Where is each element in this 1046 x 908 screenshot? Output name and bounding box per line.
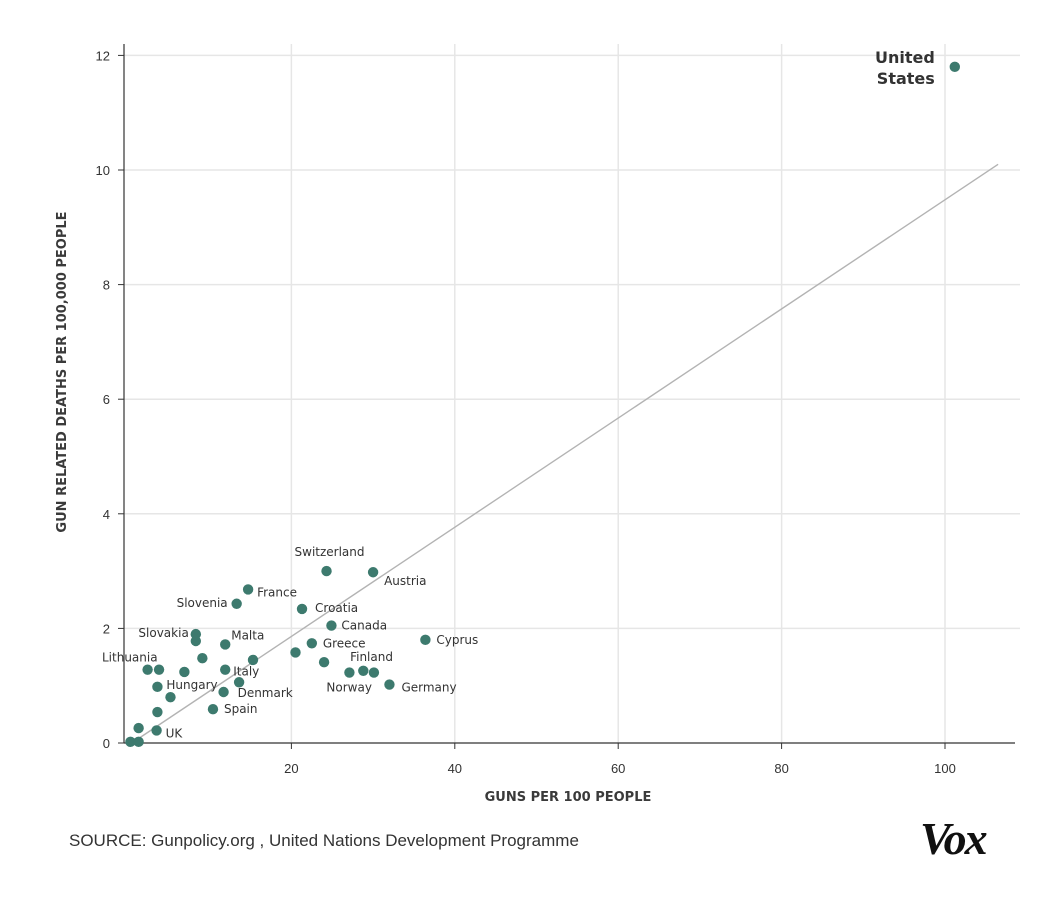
- point: [152, 706, 163, 718]
- y-tick-label: 0: [103, 736, 110, 751]
- label-lithuania: Lithuania: [102, 651, 158, 665]
- point-labels: United States Switzerland Austria France Slov…: [102, 48, 935, 741]
- label-malta: Malta: [231, 628, 264, 642]
- point: [179, 666, 190, 678]
- point-uk: [151, 725, 162, 736]
- label-germany: Germany: [401, 681, 456, 695]
- label-switzerland: Switzerland: [295, 545, 365, 559]
- point-norway: [344, 667, 355, 678]
- x-tick-label: 40: [448, 761, 462, 776]
- label-united-states-line: United: [875, 48, 935, 67]
- point-united-states: [949, 61, 961, 73]
- label-greece: Greece: [323, 636, 366, 650]
- label-italy: Italy: [233, 665, 259, 679]
- label-france: France: [257, 585, 297, 599]
- point: [358, 665, 369, 677]
- point-hungary: [152, 681, 163, 693]
- y-tick-label: 10: [96, 163, 110, 178]
- point: [153, 664, 165, 675]
- point: [133, 736, 144, 748]
- label-denmark: Denmark: [238, 686, 293, 700]
- point-austria: [367, 567, 379, 578]
- data-points: [125, 61, 961, 748]
- trendline-group: [135, 163, 999, 741]
- point: [165, 691, 176, 703]
- point-finland: [318, 657, 330, 668]
- label-slovakia: Slovakia: [138, 626, 188, 640]
- point: [190, 635, 202, 647]
- point-malta: [220, 639, 231, 650]
- point: [133, 722, 144, 734]
- source-note: SOURCE: Gunpolicy.org , United Nations D…: [69, 831, 579, 850]
- trendline: [135, 163, 999, 741]
- x-tick-label: 60: [611, 761, 625, 776]
- y-tick-label: 4: [103, 507, 110, 522]
- point: [247, 654, 259, 666]
- vox-logo: Vox: [920, 813, 988, 864]
- label-slovenia: Slovenia: [177, 596, 228, 610]
- label-croatia: Croatia: [315, 601, 358, 615]
- point-lithuania: [142, 664, 153, 675]
- y-tick-label: 2: [103, 621, 110, 636]
- point-canada: [326, 620, 337, 631]
- point-slovenia: [231, 598, 242, 609]
- label-cyprus: Cyprus: [436, 633, 478, 647]
- point-greece: [306, 638, 318, 649]
- point: [368, 667, 380, 678]
- point: [233, 677, 245, 688]
- point: [197, 652, 208, 664]
- label-hungary: Hungary: [166, 678, 217, 692]
- x-tick-label: 80: [774, 761, 788, 776]
- label-norway: Norway: [326, 681, 372, 695]
- label-austria: Austria: [384, 574, 426, 588]
- point-denmark: [218, 686, 229, 698]
- point-spain: [207, 703, 219, 715]
- x-tick-label: 20: [284, 761, 298, 776]
- point: [290, 647, 301, 658]
- label-united-states-line: States: [877, 69, 935, 88]
- axes: 0 2 4 6 8 10 12 20 40 60 80 100: [96, 44, 1015, 776]
- point-croatia: [296, 603, 308, 615]
- point-italy: [220, 664, 231, 675]
- point-switzerland: [321, 565, 332, 577]
- y-tick-label: 8: [103, 278, 110, 293]
- label-united-states: United States: [875, 48, 935, 88]
- label-uk: UK: [166, 726, 184, 740]
- y-axis-title: GUN RELATED DEATHS PER 100,000 PEOPLE: [55, 211, 70, 532]
- label-finland: Finland: [350, 650, 393, 664]
- grid: [124, 44, 1020, 743]
- y-tick-label: 6: [103, 392, 110, 407]
- point-cyprus: [420, 634, 431, 646]
- point: [125, 736, 136, 748]
- label-canada: Canada: [341, 619, 387, 633]
- y-tick-label: 12: [96, 48, 110, 63]
- point-france: [242, 584, 254, 595]
- label-spain: Spain: [224, 702, 258, 716]
- point-germany: [384, 679, 395, 690]
- x-tick-label: 100: [934, 761, 956, 776]
- x-axis-title: GUNS PER 100 PEOPLE: [485, 790, 652, 805]
